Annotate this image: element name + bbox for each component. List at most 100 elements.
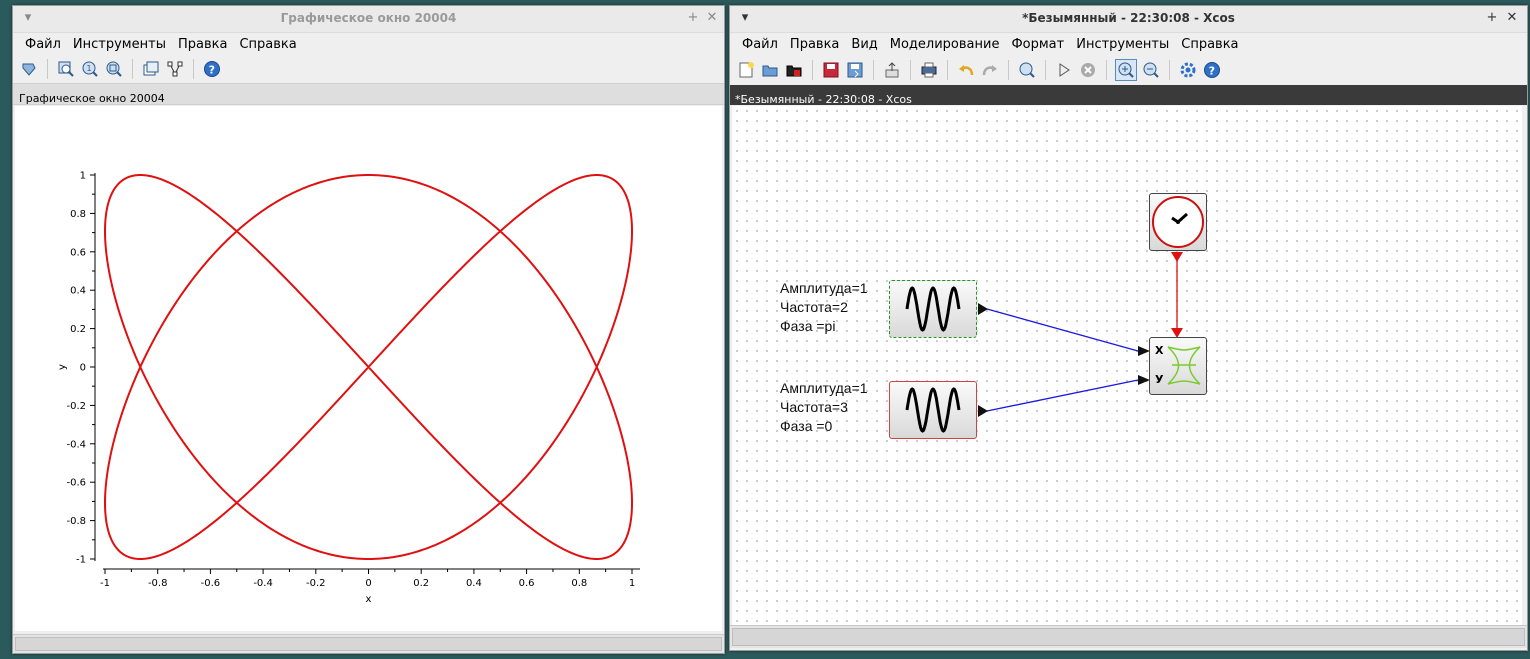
xcos-toolbar: ? — [730, 55, 1527, 85]
xcos-menu-item[interactable]: Справка — [1181, 36, 1239, 52]
amplitude-label: Амплитуда=1 — [780, 280, 868, 296]
diagram-links — [978, 252, 1183, 417]
toolbar-separator — [193, 59, 194, 79]
toolbar-separator — [1106, 60, 1107, 80]
xcos-statusbar — [730, 625, 1527, 648]
figure-icon[interactable] — [141, 59, 161, 79]
plot-canvas[interactable]: -1 -0.8 -0.6 -0.4 -0.2 0 0.2 0.4 0.6 0.8 1 1 0.8 0.6 0… — [15, 106, 722, 631]
sine-wave-icon — [905, 286, 961, 332]
sine-block-1[interactable] — [889, 280, 977, 338]
y-tick-label: -0.2 — [66, 401, 86, 412]
sine-block-1-params: Амплитуда=1 Частота=2 Фаза =pi — [780, 279, 868, 336]
xcos-menu-item[interactable]: Правка — [789, 36, 840, 52]
graphic-menu-item[interactable]: Файл — [25, 36, 61, 52]
keep-above-icon[interactable]: + — [1486, 10, 1498, 25]
help-icon[interactable]: ? — [202, 59, 222, 79]
xy-scope-icon — [1167, 346, 1201, 385]
save-as-icon[interactable] — [845, 60, 865, 80]
new-icon[interactable] — [736, 60, 756, 80]
x-tick-label: -0.6 — [201, 578, 221, 589]
graphic-menu-item[interactable]: Правка — [177, 36, 228, 52]
help-icon[interactable]: ? — [1202, 60, 1222, 80]
x-tick-label: 0.6 — [519, 578, 535, 589]
save-icon[interactable] — [821, 60, 841, 80]
toolbar-separator — [812, 60, 813, 80]
tree-icon[interactable] — [165, 59, 185, 79]
fit-diagram-icon[interactable] — [1017, 60, 1037, 80]
x-axis-label: x — [366, 594, 372, 605]
lissajous-plot: -1 -0.8 -0.6 -0.4 -0.2 0 0.2 0.4 0.6 0.8 1 1 0.8 0.6 0… — [57, 171, 640, 605]
toolbar-separator — [910, 60, 911, 80]
graphic-menu-item[interactable]: Инструменты — [72, 36, 166, 52]
close-icon[interactable]: ✕ — [706, 10, 718, 25]
start-icon[interactable] — [1054, 60, 1074, 80]
close-icon[interactable]: ✕ — [1506, 10, 1518, 25]
xcos-menu-item[interactable]: Моделирование — [889, 36, 1000, 52]
xcos-menubar: Файл Правка Вид Моделирование Формат Инструме… — [730, 33, 1527, 55]
graphic-tab-bar[interactable]: Графическое окно 20004 — [13, 83, 724, 105]
redo-icon[interactable] — [980, 60, 1000, 80]
x-tick-label: -0.8 — [148, 578, 168, 589]
y-tick-label: 0.8 — [70, 209, 86, 220]
open-icon[interactable] — [760, 60, 780, 80]
graphic-toolbar: 1 ? — [13, 55, 724, 83]
x-tick-label: -0.2 — [306, 578, 326, 589]
graphic-window-title: Графическое окно 20004 — [280, 11, 457, 25]
sine-block-2[interactable] — [889, 381, 977, 439]
zoom-area-icon[interactable] — [104, 59, 124, 79]
zoom-original-icon[interactable]: 1 — [80, 59, 100, 79]
toolbar-separator — [47, 59, 48, 79]
clock-block[interactable] — [1149, 193, 1207, 251]
phase-label: Фаза =pi — [780, 318, 836, 334]
xcos-menu-item[interactable]: Инструменты — [1076, 36, 1170, 52]
toolbar-separator — [873, 60, 874, 80]
setup-icon[interactable] — [1178, 60, 1198, 80]
x-tick-label: 0.2 — [413, 578, 429, 589]
zoom-out-icon[interactable] — [1141, 60, 1161, 80]
window-menu-icon[interactable]: ▾ — [24, 10, 32, 25]
open-file-icon[interactable] — [784, 60, 804, 80]
clock-output-port[interactable] — [1171, 252, 1183, 262]
zoom-in-icon[interactable] — [1115, 59, 1137, 81]
graphic-window: ▾ Графическое окно 20004 + ✕ Файл Инструм… — [12, 5, 725, 654]
svg-text:?: ? — [209, 64, 215, 77]
xcos-menu-item[interactable]: Формат — [1011, 36, 1065, 52]
print-icon[interactable] — [919, 60, 939, 80]
data-link-2[interactable] — [986, 379, 1139, 412]
port-label-x: X — [1155, 344, 1164, 357]
frequency-label: Частота=3 — [780, 399, 848, 415]
graphic-window-titlebar[interactable]: ▾ Графическое окно 20004 + ✕ — [13, 6, 724, 33]
y-tick-label: 0.4 — [70, 286, 86, 297]
keep-above-icon[interactable]: + — [687, 10, 699, 25]
event-link-arrow — [1171, 328, 1183, 338]
export-icon[interactable] — [882, 60, 902, 80]
scope-input-port-x[interactable] — [1138, 346, 1150, 356]
x-tick-label: 1 — [629, 578, 635, 589]
graphic-statusbar — [13, 634, 724, 653]
sine2-output-port[interactable] — [978, 405, 988, 417]
y-tick-label: -0.8 — [66, 516, 86, 527]
graphic-menubar: Файл Инструменты Правка Справка — [13, 33, 724, 55]
diagram-canvas[interactable]: Амплитуда=1 Частота=2 Фаза =pi Амплитуда… — [732, 106, 1522, 628]
zoom-icon[interactable] — [56, 59, 76, 79]
frequency-label: Частота=2 — [780, 299, 848, 315]
y-tick-label: 0.2 — [70, 324, 86, 335]
undo-icon[interactable] — [956, 60, 976, 80]
xcos-tab-bar[interactable]: *Безымянный - 22:30:08 - Xcos — [730, 85, 1527, 106]
toolbar-separator — [1045, 60, 1046, 80]
graphic-menu-item[interactable]: Справка — [239, 36, 297, 52]
cscopxy-block[interactable]: X У — [1149, 337, 1207, 395]
scope-input-port-y[interactable] — [1138, 375, 1150, 385]
svg-text:?: ? — [1209, 65, 1215, 78]
xcos-menu-item[interactable]: Файл — [742, 36, 778, 52]
x-tick-label: -0.4 — [253, 578, 273, 589]
xcos-window-titlebar[interactable]: ▾ *Безымянный - 22:30:08 - Xcos + ✕ — [730, 6, 1527, 33]
datatip-icon[interactable] — [19, 59, 39, 79]
window-menu-icon[interactable]: ▾ — [741, 10, 749, 25]
xcos-menu-item[interactable]: Вид — [851, 36, 878, 52]
stop-icon[interactable] — [1078, 60, 1098, 80]
toolbar-separator — [1008, 60, 1009, 80]
y-tick-label: 1 — [80, 171, 86, 182]
data-link-1[interactable] — [986, 308, 1139, 352]
sine1-output-port[interactable] — [978, 303, 988, 315]
